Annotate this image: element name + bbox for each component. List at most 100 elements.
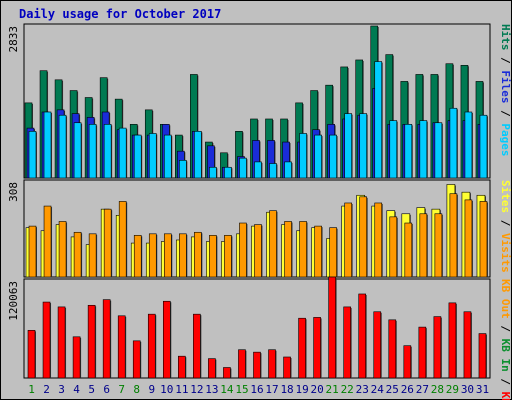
legend-entry-files: Files bbox=[499, 70, 512, 103]
visits-bar-4 bbox=[73, 231, 82, 278]
x-tick-label-19: 19 bbox=[295, 383, 308, 396]
kbf-bar-7 bbox=[117, 315, 126, 379]
pages-bar-22 bbox=[344, 113, 352, 179]
legend-1: Hits / Files / Pages bbox=[499, 24, 512, 157]
visits-bar-17 bbox=[269, 210, 277, 278]
legend-3: KB Out / KB In / KB F bbox=[499, 279, 512, 400]
pages-bar-5 bbox=[88, 124, 97, 179]
kbf-bar-29 bbox=[448, 302, 457, 379]
pages-bar-8 bbox=[133, 134, 142, 179]
pages-bar-7 bbox=[118, 127, 127, 179]
visits-bar-10 bbox=[163, 233, 172, 278]
visits-bar-14 bbox=[224, 235, 232, 278]
legend-separator: / bbox=[499, 104, 512, 124]
chart-title: Daily usage for October 2017 bbox=[19, 7, 222, 21]
kbf-bar-8 bbox=[132, 340, 141, 379]
kbf-bar-24 bbox=[373, 311, 382, 379]
pages-bar-24 bbox=[374, 61, 383, 179]
x-tick-label-21: 21 bbox=[326, 383, 339, 396]
visits-bar-18 bbox=[284, 221, 292, 278]
visits-bar-22 bbox=[344, 202, 352, 278]
kbf-bar-6 bbox=[102, 299, 111, 379]
x-tick-label-9: 9 bbox=[148, 383, 155, 396]
kbf-bar-21 bbox=[328, 276, 336, 379]
kbf-bar-27 bbox=[418, 326, 427, 379]
x-tick-label-29: 29 bbox=[446, 383, 459, 396]
legend-entry-kb-f: KB F bbox=[499, 392, 512, 400]
kbf-bar-5 bbox=[87, 304, 96, 379]
visits-bar-2 bbox=[43, 205, 52, 278]
legend-separator: / bbox=[499, 213, 512, 233]
legend-separator: / bbox=[499, 372, 512, 392]
kbf-bar-19 bbox=[298, 317, 306, 379]
pages-bar-4 bbox=[73, 122, 82, 179]
pages-bar-26 bbox=[404, 124, 413, 179]
kbf-bar-18 bbox=[283, 356, 291, 379]
pages-bar-1 bbox=[28, 131, 37, 179]
kbf-bar-17 bbox=[268, 349, 276, 379]
legend-entry-sites: Sites bbox=[499, 180, 512, 213]
x-tick-label-10: 10 bbox=[160, 383, 173, 396]
x-tick-label-17: 17 bbox=[265, 383, 278, 396]
ymax-label-2: 308 bbox=[7, 182, 20, 202]
kbf-bar-3 bbox=[57, 306, 66, 379]
visits-bar-7 bbox=[118, 201, 127, 278]
visits-bar-27 bbox=[419, 213, 428, 278]
ymax-label-1: 2833 bbox=[7, 26, 20, 53]
visits-bar-21 bbox=[329, 227, 337, 278]
visits-bar-30 bbox=[464, 199, 473, 278]
x-tick-label-24: 24 bbox=[371, 383, 385, 396]
visits-bar-19 bbox=[299, 221, 307, 278]
x-tick-label-20: 20 bbox=[311, 383, 324, 396]
visits-bar-26 bbox=[404, 222, 413, 278]
kbf-bar-4 bbox=[72, 336, 81, 379]
legend-entry-kb-in: KB In bbox=[499, 339, 512, 372]
pages-bar-16 bbox=[254, 161, 262, 179]
x-tick-label-5: 5 bbox=[88, 383, 95, 396]
visits-bar-25 bbox=[389, 216, 398, 278]
pages-bar-28 bbox=[434, 122, 443, 179]
pages-bar-27 bbox=[419, 120, 428, 179]
x-tick-label-12: 12 bbox=[190, 383, 203, 396]
kbf-bar-20 bbox=[313, 317, 321, 379]
x-tick-label-26: 26 bbox=[401, 383, 414, 396]
x-tick-label-23: 23 bbox=[356, 383, 369, 396]
legend-2: Sites / Visits bbox=[499, 180, 512, 273]
visits-bar-9 bbox=[148, 233, 157, 278]
x-tick-label-31: 31 bbox=[476, 383, 489, 396]
legend-entry-hits: Hits bbox=[499, 24, 512, 51]
legend-separator: / bbox=[499, 51, 512, 71]
kbf-bar-10 bbox=[162, 300, 171, 379]
legend-entry-kb-out: KB Out bbox=[499, 279, 512, 319]
pages-bar-2 bbox=[43, 111, 52, 179]
kbf-bar-1 bbox=[27, 330, 36, 379]
pages-bar-31 bbox=[479, 114, 488, 179]
visits-bar-23 bbox=[359, 196, 368, 278]
x-tick-label-27: 27 bbox=[416, 383, 429, 396]
kbf-bar-23 bbox=[358, 293, 367, 379]
x-tick-label-7: 7 bbox=[118, 383, 125, 396]
kbf-bar-28 bbox=[433, 316, 442, 379]
pages-bar-18 bbox=[284, 161, 292, 179]
visits-bar-28 bbox=[434, 213, 443, 278]
pages-bar-6 bbox=[103, 124, 112, 179]
visits-bar-3 bbox=[58, 221, 67, 278]
kbf-bar-16 bbox=[253, 351, 261, 379]
x-tick-label-16: 16 bbox=[250, 383, 263, 396]
pages-bar-9 bbox=[148, 133, 157, 179]
pages-bar-29 bbox=[449, 107, 458, 179]
kbf-bar-2 bbox=[42, 301, 51, 379]
x-tick-label-30: 30 bbox=[461, 383, 474, 396]
pages-bar-11 bbox=[179, 159, 187, 179]
kbf-bar-22 bbox=[343, 306, 351, 379]
pages-bar-25 bbox=[389, 120, 398, 179]
kbf-bar-12 bbox=[193, 313, 201, 379]
visits-bar-5 bbox=[88, 233, 97, 278]
pages-bar-19 bbox=[299, 133, 307, 179]
x-tick-label-6: 6 bbox=[103, 383, 110, 396]
x-tick-label-4: 4 bbox=[73, 383, 80, 396]
x-tick-label-13: 13 bbox=[205, 383, 218, 396]
pages-bar-23 bbox=[359, 113, 368, 179]
kbf-bar-11 bbox=[178, 355, 186, 379]
